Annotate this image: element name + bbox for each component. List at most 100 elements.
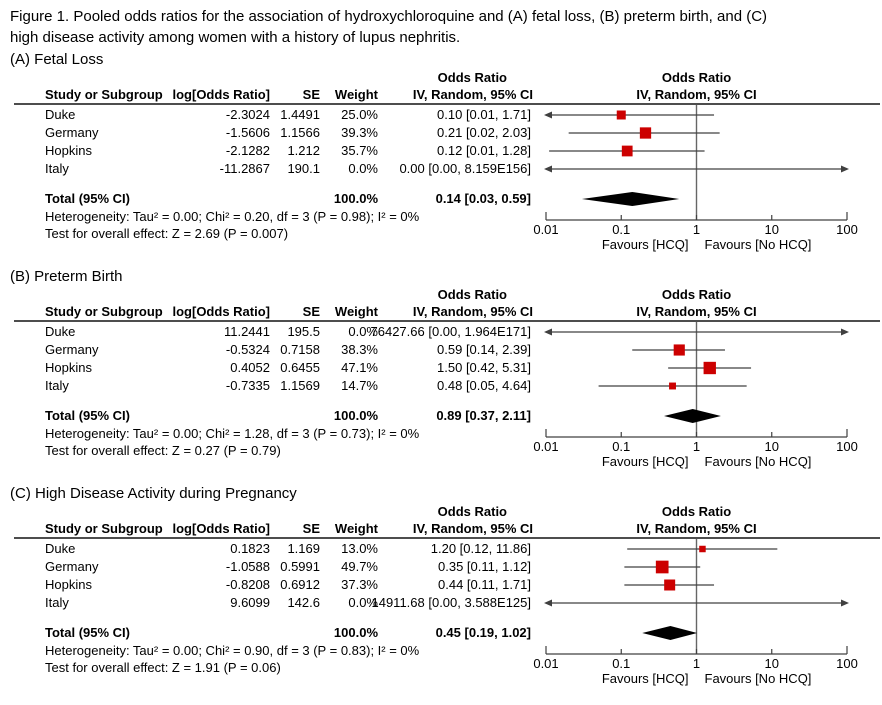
svg-text:IV, Random, 95% CI: IV, Random, 95% CI — [636, 521, 756, 536]
log-odds-ratio-value: 0.4052 — [230, 360, 270, 375]
forest-plot-c: Odds Ratio IV, Random, 95% CI 0.01 0.1 1 10 10… — [533, 504, 858, 686]
svg-text:100: 100 — [836, 439, 858, 454]
heterogeneity-text: Heterogeneity: Tau² = 0.00; Chi² = 0.20,… — [45, 209, 420, 224]
svg-text:1: 1 — [693, 656, 700, 671]
study-name: Germany — [45, 342, 99, 357]
study-row: Italy -0.7335 1.1569 14.7% 0.48 [0.05, 4… — [14, 377, 882, 395]
se-value: 1.212 — [287, 143, 320, 158]
panel-a: (A) Fetal Loss Odds Ratio Study or Subgr… — [10, 50, 882, 257]
log-odds-ratio-value: -1.0588 — [225, 559, 270, 574]
figure-caption-line-1: Figure 1. Pooled odds ratios for the ass… — [10, 8, 768, 25]
total-label: Total (95% CI) — [45, 625, 130, 640]
table-header-row-1: Odds Ratio — [14, 286, 882, 303]
weight-value: 14.7% — [341, 378, 378, 393]
study-name: Italy — [45, 595, 69, 610]
panel-a-label: (A) Fetal Loss — [10, 51, 104, 68]
se-value: 0.6455 — [280, 360, 320, 375]
total-row: Total (95% CI) 100.0% 0.45 [0.19, 1.02] — [14, 624, 882, 642]
se-value: 190.1 — [287, 161, 320, 176]
svg-text:100: 100 — [836, 656, 858, 671]
heterogeneity-text: Heterogeneity: Tau² = 0.00; Chi² = 1.28,… — [45, 426, 420, 441]
log-odds-ratio-value: -11.2867 — [219, 161, 270, 176]
weight-value: 38.3% — [341, 342, 378, 357]
ci-text: 0.35 [0.11, 1.12] — [438, 559, 531, 574]
study-name: Hopkins — [45, 143, 92, 158]
ci-text: 0.59 [0.14, 2.39] — [437, 342, 531, 357]
forest-plot-a: Odds Ratio IV, Random, 95% CI 0.01 0.1 1 10 10… — [533, 70, 858, 252]
svg-text:0.1: 0.1 — [612, 656, 630, 671]
ci-column-header: IV, Random, 95% CI — [412, 87, 533, 102]
panel-c-label: (C) High Disease Activity during Pregnan… — [10, 485, 297, 502]
se-value: 1.4491 — [280, 107, 320, 122]
odds-ratio-column-header: Odds Ratio — [437, 287, 507, 302]
total-row: Total (95% CI) 100.0% 0.89 [0.37, 2.11] — [14, 407, 882, 425]
figure-caption-line-2: high disease activity among women with a… — [10, 29, 461, 46]
svg-text:IV, Random, 95% CI: IV, Random, 95% CI — [636, 87, 756, 102]
table-header-row-2: Study or Subgroup log[Odds Ratio] SE Wei… — [14, 520, 882, 537]
total-weight: 100.0% — [333, 625, 378, 640]
study-row: Germany -1.0588 0.5991 49.7% 0.35 [0.11,… — [14, 558, 882, 576]
study-row: Duke 11.2441 195.5 0.0% 76427.66 [0.00, … — [14, 323, 882, 341]
total-label: Total (95% CI) — [45, 191, 130, 206]
table-header-row-2: Study or Subgroup log[Odds Ratio] SE Wei… — [14, 86, 882, 103]
log-odds-ratio-value: -2.1282 — [225, 143, 270, 158]
se-value: 0.6912 — [280, 577, 320, 592]
panel-a-content: Odds Ratio Study or Subgroup log[Odds Ra… — [14, 69, 882, 257]
svg-text:0.01: 0.01 — [533, 222, 558, 237]
se-value: 195.5 — [287, 324, 320, 339]
study-row: Hopkins -2.1282 1.212 35.7% 0.12 [0.01, … — [14, 142, 882, 160]
se-value: 0.7158 — [280, 342, 320, 357]
ci-text: 0.21 [0.02, 2.03] — [437, 125, 531, 140]
panel-b: (B) Preterm Birth Odds Ratio Study or Su… — [10, 267, 882, 474]
se-column-header: SE — [302, 304, 320, 319]
se-value: 0.5991 — [280, 559, 320, 574]
study-row: Italy 9.6099 142.6 0.0% 14911.68 [0.00, … — [14, 594, 882, 612]
panel-c-content: Odds Ratio Study or Subgroup log[Odds Ra… — [14, 503, 882, 691]
svg-text:Favours [HCQ]: Favours [HCQ] — [602, 454, 689, 469]
svg-text:1: 1 — [693, 439, 700, 454]
weight-value: 49.7% — [341, 559, 378, 574]
svg-text:Favours [No HCQ]: Favours [No HCQ] — [705, 671, 812, 686]
log-odds-ratio-value: 9.6099 — [230, 595, 270, 610]
weight-column-header: Weight — [334, 87, 378, 102]
study-name: Hopkins — [45, 577, 92, 592]
study-name: Germany — [45, 125, 99, 140]
svg-text:10: 10 — [765, 656, 779, 671]
study-column-header: Study or Subgroup — [45, 521, 163, 536]
log-odds-ratio-value: -0.7335 — [225, 378, 270, 393]
ci-text: 14911.68 [0.00, 3.588E125] — [371, 595, 531, 610]
study-name: Duke — [45, 541, 76, 556]
weight-value: 47.1% — [341, 360, 378, 375]
total-row: Total (95% CI) 100.0% 0.14 [0.03, 0.59] — [14, 190, 882, 208]
overall-effect-text: Test for overall effect: Z = 0.27 (P = 0… — [45, 443, 281, 458]
forest-plot-b: Odds Ratio IV, Random, 95% CI 0.01 0.1 1 10 10… — [533, 287, 858, 469]
log-or-column-header: log[Odds Ratio] — [172, 304, 271, 319]
ci-text: 0.48 [0.05, 4.64] — [437, 378, 531, 393]
weight-value: 39.3% — [341, 125, 378, 140]
weight-value: 35.7% — [341, 143, 378, 158]
table-header-row-1: Odds Ratio — [14, 69, 882, 86]
header-rule — [14, 537, 880, 539]
total-label: Total (95% CI) — [45, 408, 130, 423]
heterogeneity-text: Heterogeneity: Tau² = 0.00; Chi² = 0.90,… — [45, 643, 420, 658]
svg-text:10: 10 — [765, 439, 779, 454]
odds-ratio-column-header: Odds Ratio — [437, 504, 507, 519]
study-row: Hopkins 0.4052 0.6455 47.1% 1.50 [0.42, … — [14, 359, 882, 377]
ci-text: 76427.66 [0.00, 1.964E171] — [370, 324, 531, 339]
weight-value: 0.0% — [348, 161, 378, 176]
total-weight: 100.0% — [333, 191, 378, 206]
weight-value: 13.0% — [341, 541, 378, 556]
study-row: Italy -11.2867 190.1 0.0% 0.00 [0.00, 8.… — [14, 160, 882, 178]
weight-value: 0.0% — [348, 595, 378, 610]
total-ci-text: 0.45 [0.19, 1.02] — [435, 625, 531, 640]
weight-value: 25.0% — [341, 107, 378, 122]
study-row: Germany -1.5606 1.1566 39.3% 0.21 [0.02,… — [14, 124, 882, 142]
total-weight: 100.0% — [333, 408, 378, 423]
total-ci-text: 0.14 [0.03, 0.59] — [435, 191, 531, 206]
study-name: Duke — [45, 324, 76, 339]
se-column-header: SE — [302, 87, 320, 102]
svg-text:Favours [HCQ]: Favours [HCQ] — [602, 671, 689, 686]
svg-text:10: 10 — [765, 222, 779, 237]
table-header-row-1: Odds Ratio — [14, 503, 882, 520]
study-name: Duke — [45, 107, 76, 122]
